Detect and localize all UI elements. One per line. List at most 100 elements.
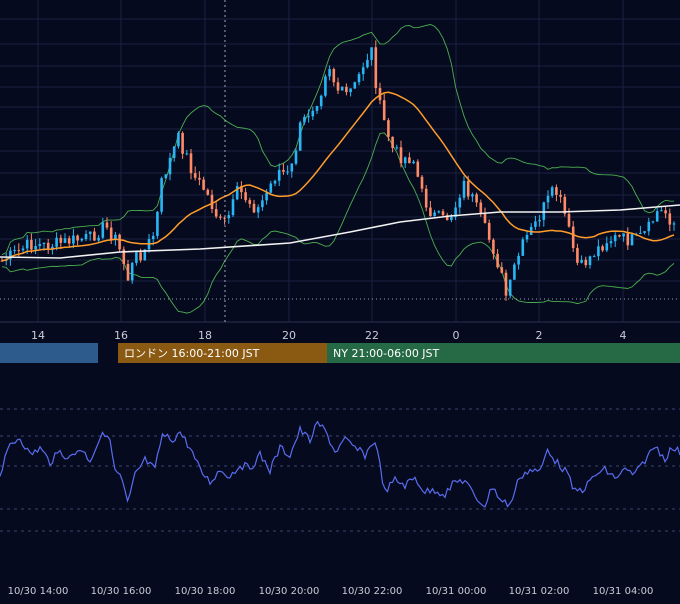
candle-body bbox=[156, 211, 159, 236]
candle-body bbox=[261, 200, 264, 208]
candle-body bbox=[534, 221, 537, 227]
time-x-tick-label: 10/31 04:00 bbox=[593, 586, 654, 597]
candle-body bbox=[307, 116, 310, 118]
candle-body bbox=[311, 110, 315, 117]
candle-body bbox=[63, 238, 67, 243]
candle-body bbox=[626, 233, 630, 246]
candle-body bbox=[571, 226, 575, 248]
candle-body bbox=[622, 233, 625, 237]
candle-body bbox=[546, 195, 550, 203]
time-x-tick-label: 10/30 22:00 bbox=[342, 586, 403, 597]
candle-body bbox=[256, 207, 260, 213]
candle-body bbox=[445, 215, 449, 220]
candle-body bbox=[21, 248, 25, 251]
candle-body bbox=[151, 235, 155, 240]
candle-body bbox=[567, 213, 571, 227]
candle-body bbox=[38, 244, 42, 246]
time-x-tick-label: 10/30 16:00 bbox=[91, 586, 152, 597]
candle-body bbox=[366, 59, 369, 68]
oscillator-grid bbox=[0, 408, 680, 532]
candle-body bbox=[550, 187, 554, 196]
candle-body bbox=[555, 187, 558, 195]
candle-body bbox=[668, 213, 672, 225]
candle-body bbox=[584, 259, 588, 266]
price-x-tick-label: 22 bbox=[365, 329, 379, 342]
candle-body bbox=[185, 153, 189, 155]
candle-body bbox=[160, 178, 163, 212]
candle-body bbox=[135, 252, 138, 263]
candlesticks bbox=[0, 40, 676, 301]
candle-body bbox=[433, 212, 436, 217]
candle-body bbox=[542, 202, 546, 220]
candle-body bbox=[72, 235, 75, 244]
candle-body bbox=[374, 47, 378, 89]
candle-body bbox=[420, 176, 424, 189]
price-x-tick-label: 0 bbox=[453, 329, 460, 342]
candle-body bbox=[193, 173, 197, 178]
candle-body bbox=[618, 235, 621, 237]
candle-body bbox=[0, 260, 4, 262]
candle-body bbox=[412, 161, 415, 164]
candle-body bbox=[273, 180, 277, 184]
candle-body bbox=[298, 122, 302, 151]
candle-body bbox=[613, 235, 617, 242]
sma-fast-line bbox=[1, 91, 675, 262]
candle-body bbox=[437, 211, 441, 213]
candle-body bbox=[655, 211, 659, 222]
price-x-axis: 14 16 18 20 22 0 2 4 bbox=[31, 329, 627, 342]
candle-body bbox=[500, 267, 504, 273]
candle-body bbox=[210, 194, 214, 210]
candle-body bbox=[227, 215, 231, 219]
candle-body bbox=[349, 88, 352, 93]
candle-body bbox=[177, 132, 180, 147]
candle-body bbox=[660, 210, 663, 212]
candle-body bbox=[219, 216, 222, 218]
candle-body bbox=[605, 243, 609, 251]
candle-body bbox=[130, 262, 134, 281]
candle-body bbox=[496, 253, 499, 268]
candle-body bbox=[206, 189, 210, 195]
candle-body bbox=[282, 169, 285, 172]
candle-body bbox=[504, 272, 508, 296]
candle-body bbox=[395, 147, 399, 149]
sma-slow-line bbox=[0, 204, 680, 259]
session-label: ロンドン 16:00-21:00 JST bbox=[124, 347, 260, 360]
candle-body bbox=[42, 242, 46, 245]
candle-body bbox=[189, 153, 193, 174]
candle-body bbox=[513, 264, 516, 280]
bollinger-lower bbox=[1, 132, 675, 314]
candle-body bbox=[559, 194, 562, 197]
candle-body bbox=[441, 211, 445, 216]
candle-body bbox=[67, 238, 71, 244]
candle-body bbox=[126, 264, 130, 281]
oscillator-series bbox=[0, 420, 680, 508]
bollinger-upper bbox=[1, 24, 675, 256]
candle-body bbox=[172, 146, 176, 158]
price-x-tick-label: 16 bbox=[114, 329, 128, 342]
candle-body bbox=[340, 86, 344, 91]
candle-body bbox=[17, 250, 21, 252]
price-x-tick-label: 2 bbox=[536, 329, 543, 342]
candle-body bbox=[563, 196, 567, 214]
candle-body bbox=[240, 186, 243, 193]
candle-body bbox=[118, 234, 121, 250]
candle-body bbox=[429, 207, 432, 217]
oscillator-line bbox=[0, 420, 680, 508]
price-x-tick-label: 18 bbox=[198, 329, 212, 342]
candle-body bbox=[214, 209, 218, 217]
candle-body bbox=[521, 239, 525, 256]
candle-body bbox=[647, 221, 651, 232]
candle-body bbox=[466, 180, 470, 197]
candle-body bbox=[529, 226, 533, 235]
candle-body bbox=[88, 231, 92, 235]
candle-body bbox=[508, 279, 512, 296]
candle-body bbox=[294, 150, 298, 164]
candle-body bbox=[361, 67, 365, 75]
price-x-tick-label: 4 bbox=[620, 329, 627, 342]
candle-body bbox=[630, 234, 634, 246]
candle-body bbox=[416, 161, 420, 177]
candle-body bbox=[122, 249, 126, 265]
